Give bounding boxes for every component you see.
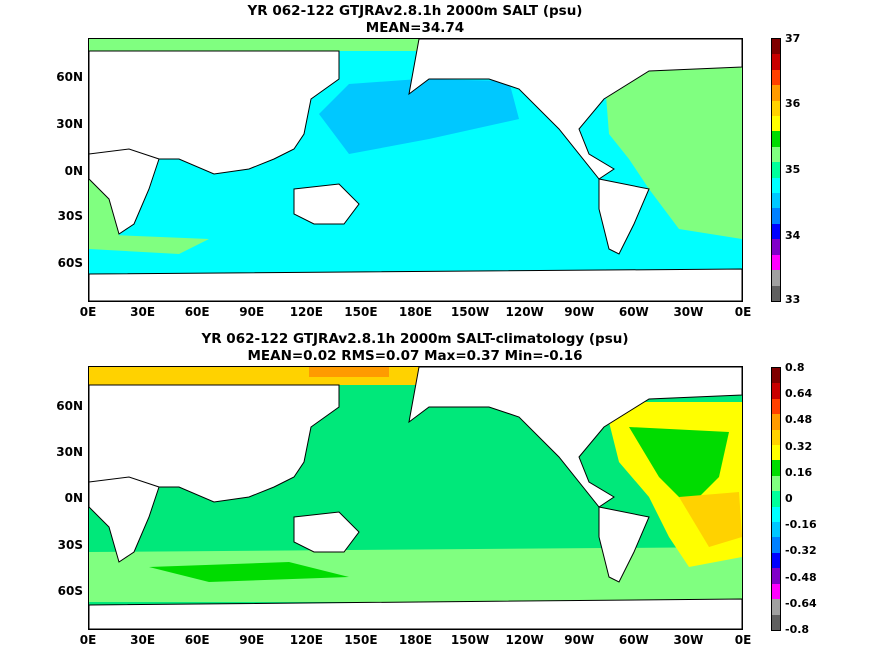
panel1-ylabel: 0N — [64, 164, 83, 178]
panel2-xlabel: 180E — [398, 633, 433, 647]
panel1-xlabel: 150W — [450, 305, 490, 319]
colorbar-swatch — [772, 177, 780, 194]
panel1-map — [88, 38, 743, 302]
panel1-xlabel: 0E — [734, 305, 752, 319]
colorbar-swatch — [772, 491, 780, 507]
panel1-cbar-label: 35 — [785, 163, 801, 176]
panel2-subtitle: MEAN=0.02 RMS=0.07 Max=0.37 Min=-0.16 — [247, 348, 583, 364]
panel2-cbar-label: 0.32 — [785, 439, 813, 453]
panel2-cbar-label: 0 — [785, 492, 793, 505]
colorbar-swatch — [772, 537, 780, 553]
panel2-ylabel: 60N — [56, 399, 83, 413]
panel2-xlabel: 120E — [289, 633, 323, 647]
colorbar-swatch — [772, 116, 780, 132]
panel2-cbar-label: -0.8 — [785, 623, 810, 636]
panel1-title: YR 062-122 GTJRAv2.8.1h 2000m SALT (psu) — [247, 3, 583, 19]
panel2-ylabel: 30N — [56, 445, 83, 459]
panel2-xlabel: 150E — [344, 633, 378, 647]
colorbar-swatch — [772, 383, 780, 399]
panel2-xlabel: 60W — [618, 633, 649, 647]
panel2-xlabel: 0E — [79, 633, 97, 647]
colorbar-swatch — [772, 583, 780, 600]
colorbar-swatch — [772, 285, 780, 301]
colorbar-swatch — [772, 254, 780, 271]
panel1-ylabel: 60S — [57, 256, 83, 270]
panel1-cbar-label: 33 — [785, 293, 801, 306]
colorbar-swatch — [772, 131, 780, 147]
colorbar-swatch — [772, 208, 780, 224]
colorbar-swatch — [772, 69, 780, 86]
panel1-xlabel: 60E — [184, 305, 210, 319]
panel1-colorbar — [771, 38, 781, 302]
colorbar-swatch — [772, 39, 780, 55]
colorbar-swatch — [772, 368, 780, 384]
panel1-ylabel: 30S — [57, 209, 83, 223]
colorbar-swatch — [772, 239, 780, 255]
colorbar-swatch — [772, 552, 780, 569]
panel1-xlabel: 180E — [398, 305, 433, 319]
colorbar-swatch — [772, 54, 780, 70]
panel2-xlabel: 90W — [564, 633, 595, 647]
panel2-colorbar — [771, 367, 781, 631]
colorbar-swatch — [772, 475, 780, 492]
colorbar-swatch — [772, 162, 780, 178]
panel2-cbar-label: -0.64 — [785, 596, 817, 610]
panel1-ylabel: 60N — [56, 70, 83, 84]
panel2-title: YR 062-122 GTJRAv2.8.1h 2000m SALT-clima… — [201, 331, 629, 347]
panel1-xlabel: 120E — [289, 305, 323, 319]
colorbar-swatch — [772, 85, 780, 101]
panel1-cbar-label: 34 — [785, 229, 801, 242]
panel1-cbar-label: 36 — [785, 97, 801, 110]
panel2-cbar-label: -0.48 — [785, 570, 817, 584]
panel1-xlabel: 30E — [130, 305, 156, 319]
panel1-cbar-label: 37 — [785, 32, 801, 45]
panel1-xlabel: 60W — [618, 305, 649, 319]
panel2-xlabel: 90E — [239, 633, 265, 647]
panel2-cbar-label: 0.48 — [785, 413, 813, 427]
panel2-map — [88, 366, 743, 630]
colorbar-swatch — [772, 568, 780, 584]
colorbar-swatch — [772, 270, 780, 286]
panel1-xlabel: 0E — [79, 305, 97, 319]
panel2-ylabel: 30S — [57, 538, 83, 552]
panel2-ylabel: 0N — [64, 491, 83, 505]
panel2-xlabel: 150W — [450, 633, 490, 647]
colorbar-swatch — [772, 522, 780, 538]
panel1-xlabel: 120W — [505, 305, 544, 319]
panel2-xlabel: 0E — [734, 633, 752, 647]
panel2-ylabel: 60S — [57, 584, 83, 598]
colorbar-swatch — [772, 146, 780, 163]
colorbar-swatch — [772, 398, 780, 415]
colorbar-swatch — [772, 429, 780, 446]
colorbar-swatch — [772, 614, 780, 630]
colorbar-swatch — [772, 445, 780, 461]
panel2-cbar-label: 0.8 — [785, 361, 805, 374]
panel2-xlabel: 60E — [184, 633, 210, 647]
panel2-xlabel: 120W — [505, 633, 544, 647]
panel2-cbar-label: 0.64 — [785, 387, 813, 401]
colorbar-swatch — [772, 193, 780, 209]
panel2-xlabel: 30W — [673, 633, 704, 647]
colorbar-swatch — [772, 100, 780, 117]
colorbar-swatch — [772, 506, 780, 523]
panel2-cbar-label: -0.32 — [785, 544, 817, 558]
panel1-xlabel: 150E — [344, 305, 378, 319]
panel2-cbar-label: -0.16 — [785, 518, 817, 532]
panel1-subtitle: MEAN=34.74 — [365, 20, 465, 36]
panel2-cbar-label: 0.16 — [785, 465, 813, 479]
colorbar-swatch — [772, 223, 780, 240]
panel1-xlabel: 30W — [673, 305, 704, 319]
panel1-xlabel: 90W — [564, 305, 595, 319]
colorbar-swatch — [772, 414, 780, 430]
panel2-xlabel: 30E — [130, 633, 156, 647]
panel1-xlabel: 90E — [239, 305, 265, 319]
panel1-ylabel: 30N — [56, 117, 83, 131]
colorbar-swatch — [772, 460, 780, 476]
colorbar-swatch — [772, 599, 780, 615]
